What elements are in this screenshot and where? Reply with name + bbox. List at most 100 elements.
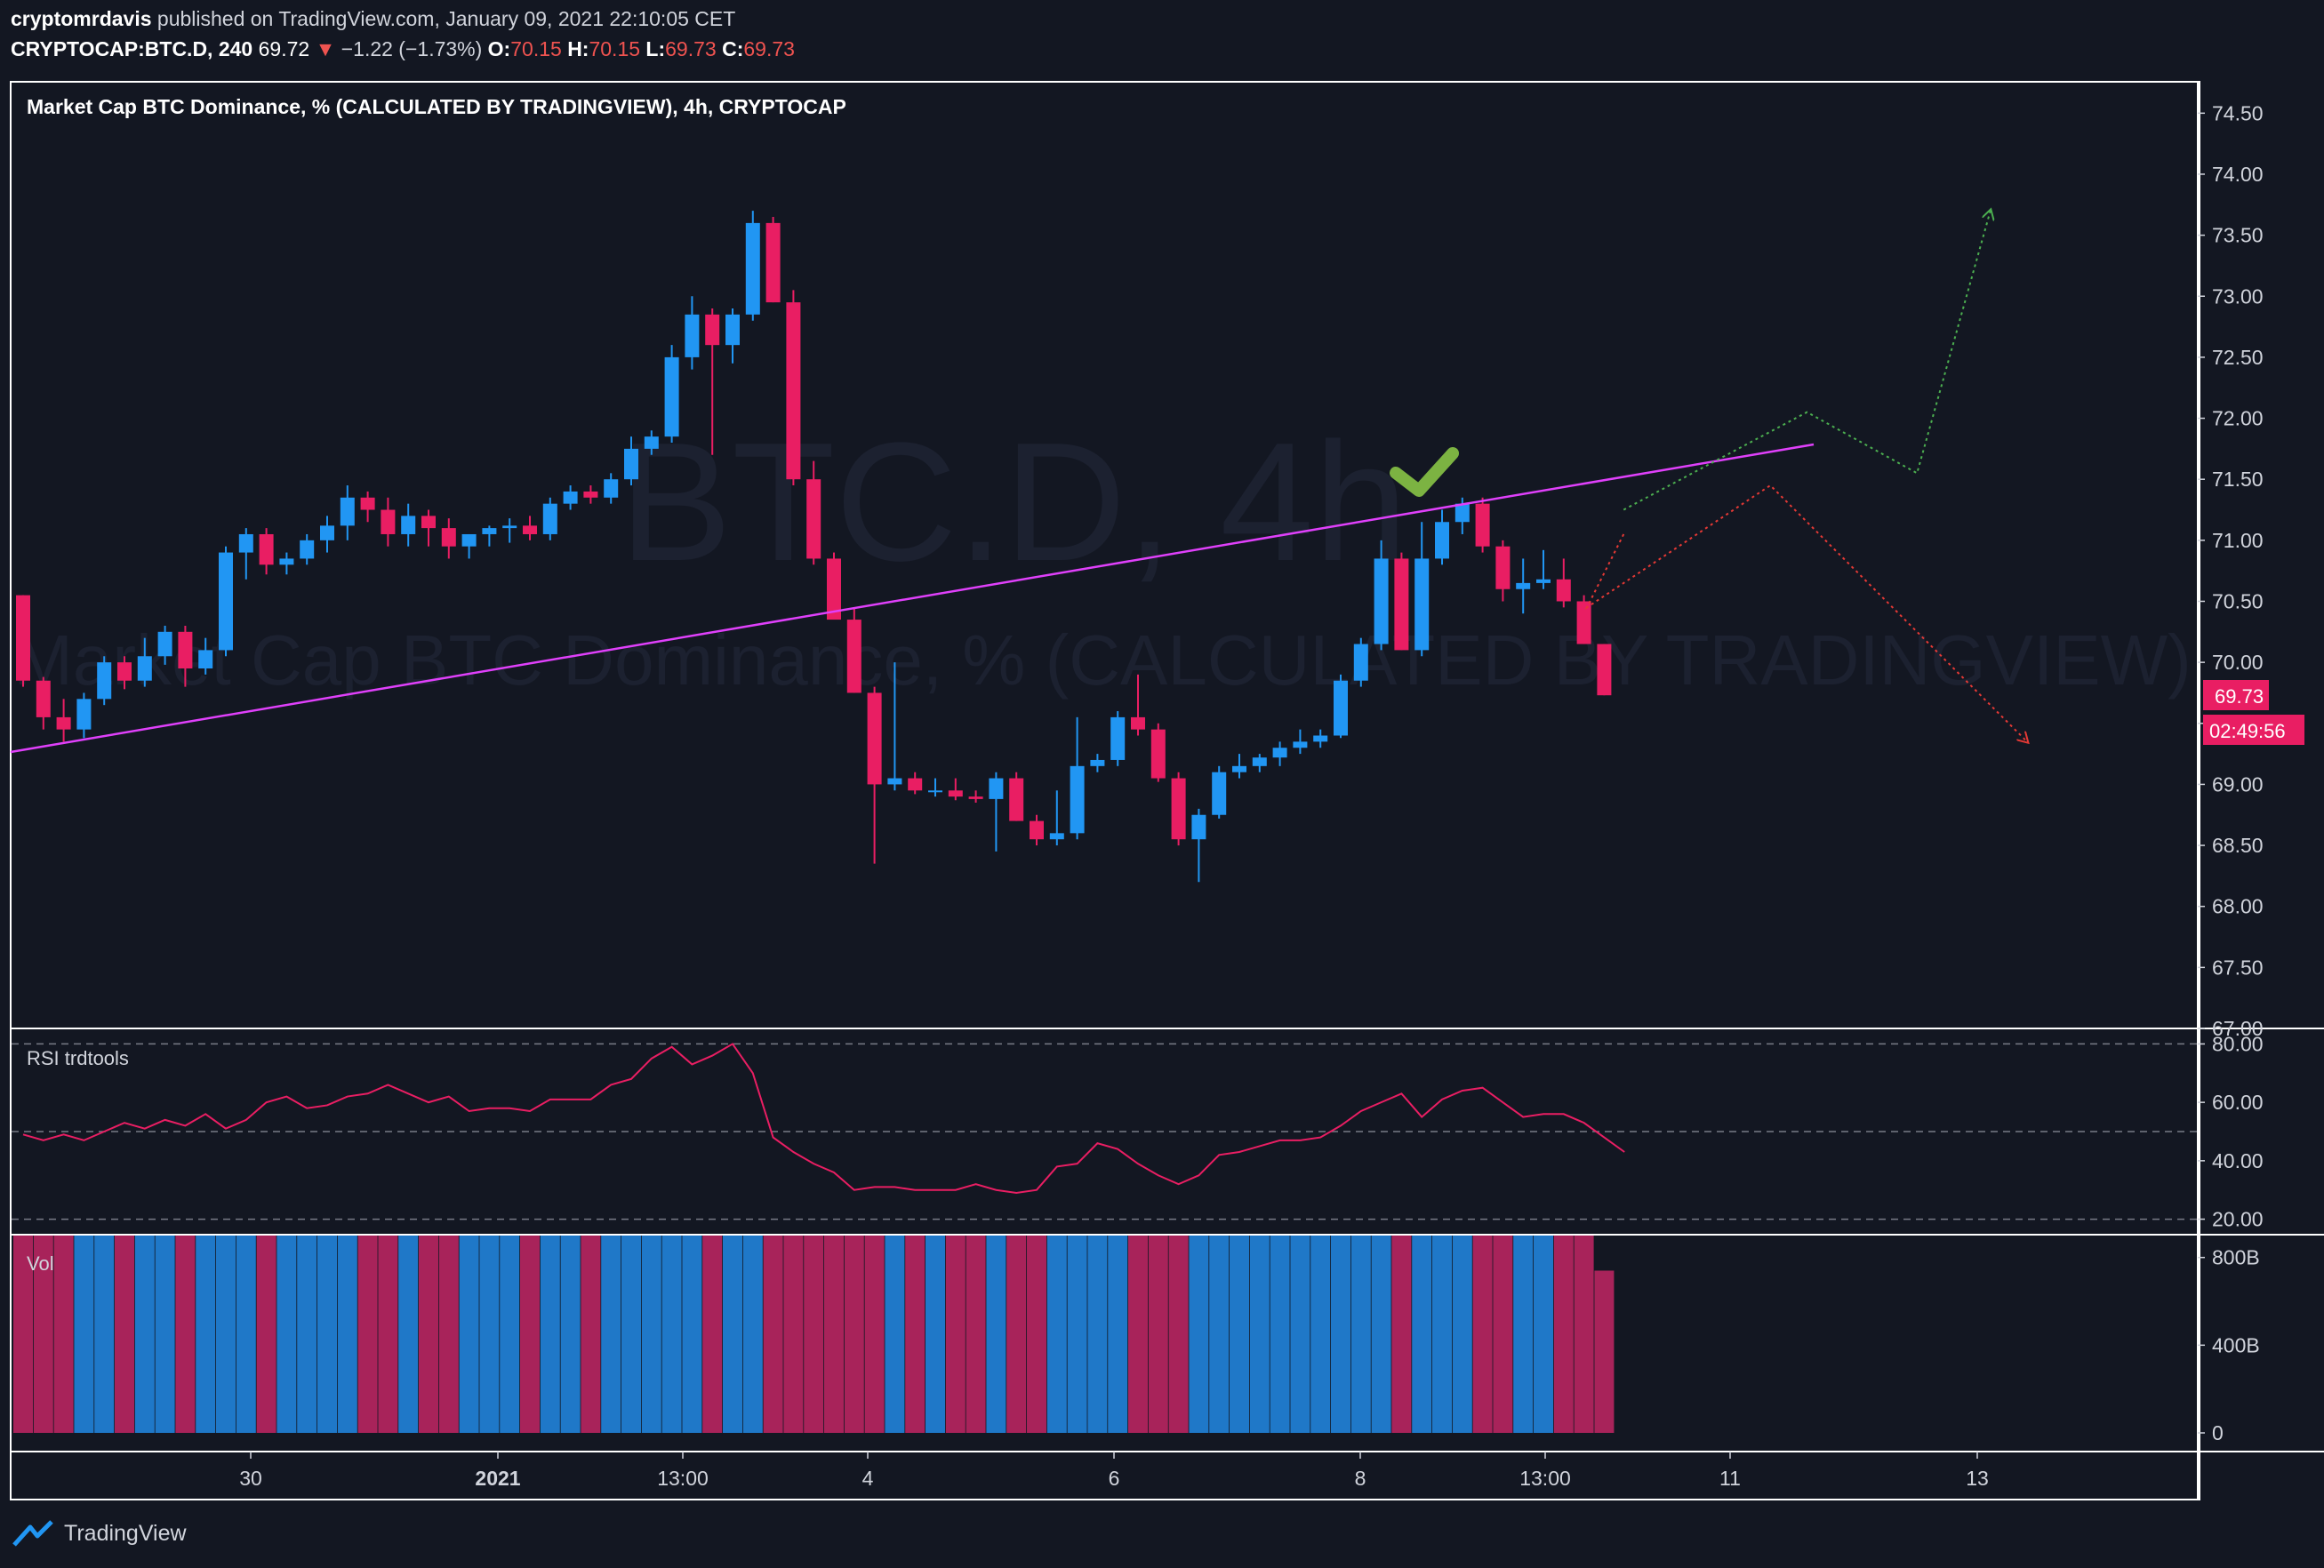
price-badge-text: 69.73 — [2215, 685, 2264, 708]
volume-bar — [1230, 1236, 1249, 1433]
volume-bar — [276, 1236, 297, 1433]
price-tick-label: 71.00 — [2212, 529, 2264, 552]
time-axis: 30 2021 13:00 4 6 8 13:00 11 13 — [239, 1452, 1989, 1490]
volume-bar — [641, 1236, 661, 1433]
volume-bar — [1391, 1236, 1412, 1433]
low-value: 69.73 — [665, 37, 717, 60]
candle-body — [36, 680, 51, 717]
candle-body — [948, 790, 963, 797]
candle-body — [1049, 833, 1064, 840]
down-triangle-icon: ▼ — [315, 37, 336, 60]
candle-body — [685, 314, 700, 357]
candle-body — [846, 620, 861, 693]
volume-bar — [885, 1236, 905, 1433]
candle-body — [279, 558, 294, 565]
time-tick-label: 13:00 — [657, 1467, 709, 1490]
volume-tick-label: 400B — [2212, 1333, 2260, 1356]
candle-body — [1353, 644, 1368, 681]
candle-body — [320, 525, 334, 540]
price-tick-label: 74.00 — [2212, 163, 2264, 186]
volume-bar — [74, 1236, 94, 1433]
candle-body — [421, 516, 436, 529]
candle-body — [502, 525, 517, 529]
volume-bar — [945, 1236, 966, 1433]
time-tick-label: 8 — [1355, 1467, 1366, 1490]
volume-bar — [864, 1236, 885, 1433]
candle-body — [644, 436, 659, 449]
candle-body — [1090, 759, 1105, 766]
volume-bar — [357, 1236, 378, 1433]
candle-body — [401, 516, 416, 534]
candle-body — [117, 662, 132, 681]
rsi-tick-label: 40.00 — [2212, 1149, 2264, 1172]
candle-body — [1334, 680, 1348, 736]
price-tick-label: 68.50 — [2212, 834, 2264, 857]
price-tick-label: 67.00 — [2212, 1017, 2264, 1040]
candle-body — [664, 356, 679, 437]
volume-bar — [661, 1236, 682, 1433]
price-axis: 74.50 74.00 73.50 73.00 72.50 72.00 71.50 71.00… — [2198, 101, 2264, 1040]
footer-logo-text[interactable]: TradingView — [64, 1520, 187, 1546]
volume-bar — [966, 1236, 986, 1433]
volume-bar — [1594, 1270, 1615, 1433]
volume-bar — [520, 1236, 540, 1433]
candle-body — [1070, 765, 1085, 834]
price-tick-label: 70.50 — [2212, 589, 2264, 612]
volume-bar — [1209, 1236, 1230, 1433]
volume-bar — [33, 1236, 53, 1433]
author-name[interactable]: cryptomrdavis — [11, 7, 152, 30]
candle-body — [360, 497, 375, 510]
pane-title: Market Cap BTC Dominance, % (CALCULATED … — [27, 95, 846, 118]
candle-body — [137, 656, 152, 681]
close-value: 69.73 — [743, 37, 795, 60]
volume-tick-label: 800B — [2212, 1246, 2260, 1269]
last-price: 69.72 — [258, 37, 310, 60]
candle-body — [1171, 778, 1186, 840]
watermark-description: Market Cap BTC Dominance, % (CALCULATED … — [13, 620, 2192, 700]
volume-bar — [1128, 1236, 1148, 1433]
candle-body — [1009, 778, 1024, 821]
candle-body — [381, 509, 396, 534]
volume-bar — [1513, 1236, 1534, 1433]
price-tick-label: 69.00 — [2212, 772, 2264, 796]
volume-bar — [115, 1236, 134, 1433]
time-tick-label: 2021 — [475, 1467, 520, 1490]
candle-body — [300, 540, 315, 559]
volume-bar — [1574, 1236, 1594, 1433]
volume-bar — [53, 1236, 74, 1433]
candle-body — [1455, 503, 1470, 523]
time-tick-label: 4 — [862, 1467, 874, 1490]
volume-bar — [723, 1236, 742, 1433]
volume-bar — [1067, 1236, 1087, 1433]
volume-bar — [1270, 1236, 1290, 1433]
trendline[interactable] — [10, 443, 1815, 754]
volume-bar — [479, 1236, 500, 1433]
candle-body — [1374, 558, 1389, 644]
volume-bar — [1331, 1236, 1350, 1433]
time-tick-label: 11 — [1719, 1467, 1741, 1490]
candle-body — [178, 631, 193, 668]
candle-body — [765, 222, 781, 303]
volume-bar — [742, 1236, 763, 1433]
price-change: −1.22 (−1.73%) — [341, 37, 483, 60]
volume-bar — [1310, 1236, 1331, 1433]
rsi-tick-label: 20.00 — [2212, 1208, 2264, 1231]
candle-body — [705, 314, 720, 346]
rsi-tick-label: 60.00 — [2212, 1091, 2264, 1114]
candle-body — [523, 525, 537, 534]
volume-bar — [317, 1236, 337, 1433]
volume-bar — [94, 1236, 115, 1433]
volume-bar — [763, 1236, 783, 1433]
candle-body — [1293, 741, 1308, 748]
bearish-path — [1584, 484, 2027, 741]
candle-body — [1030, 820, 1044, 840]
volume-bar — [926, 1236, 945, 1433]
candle-body — [1414, 558, 1430, 651]
candle-body — [867, 692, 882, 785]
volume-bar — [1108, 1236, 1128, 1433]
candle-body — [542, 503, 557, 534]
high-label: H: — [567, 37, 589, 60]
volume-bar — [13, 1236, 33, 1433]
volume-bar — [804, 1236, 824, 1433]
